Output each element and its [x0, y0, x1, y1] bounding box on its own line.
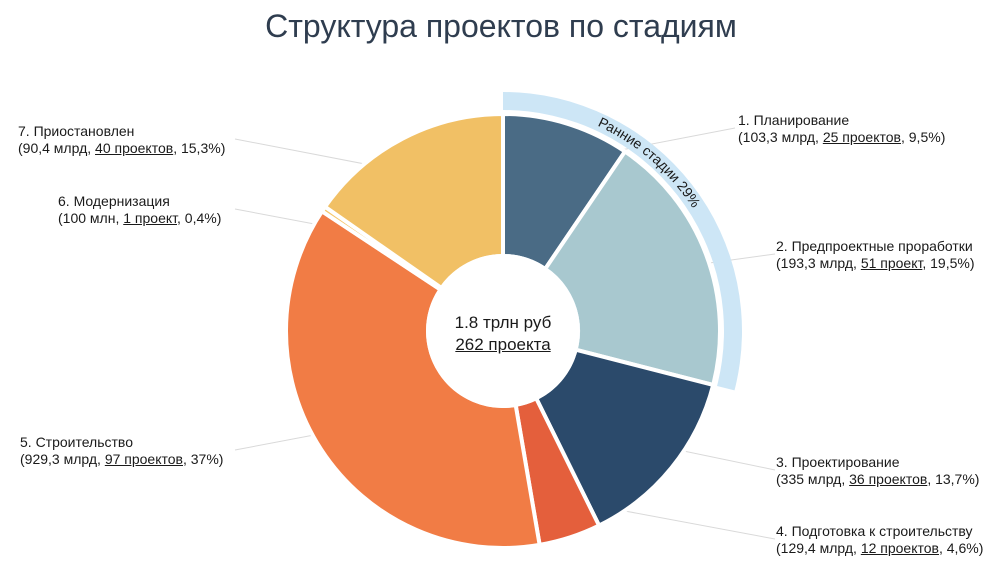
label-share: 9,5% — [908, 129, 941, 145]
label-value: 90,4 млрд — [22, 140, 88, 156]
label-name: 7. Приостановлен — [18, 123, 135, 139]
label-value: 335 млрд — [780, 471, 842, 487]
label-preproject: 2. Предпроектные проработки (193,3 млрд,… — [776, 238, 975, 271]
label-share: 0,4% — [184, 210, 217, 226]
label-name: 5. Строительство — [20, 434, 133, 450]
chart-title: Структура проектов по стадиям — [265, 8, 737, 44]
center-total: 1.8 трлн руб — [454, 313, 552, 332]
donut-center: 1.8 трлн руб 262 проекта — [430, 312, 576, 356]
label-share: 4,6% — [946, 540, 979, 556]
label-name: 3. Проектирование — [776, 454, 900, 470]
projects-link[interactable]: 36 проектов — [849, 471, 928, 487]
projects-link[interactable]: 40 проектов — [95, 140, 174, 156]
label-construction: 5. Строительство (929,3 млрд, 97 проекто… — [20, 434, 224, 467]
label-name: 1. Планирование — [738, 112, 850, 128]
projects-link[interactable]: 97 проектов — [104, 451, 183, 467]
center-projects-link[interactable]: 262 проекта — [455, 335, 551, 354]
label-share: 19,5% — [930, 255, 970, 271]
projects-link[interactable]: 12 проектов — [860, 540, 939, 556]
label-share: 15,3% — [180, 140, 221, 156]
label-modernization: 6. Модернизация (100 млн, 1 проект, 0,4%… — [58, 193, 222, 226]
projects-link[interactable]: 25 проектов — [822, 129, 901, 145]
label-value: 100 млн — [62, 210, 116, 226]
label-suspended: 7. Приостановлен (90,4 млрд, 40 проектов… — [18, 123, 226, 156]
label-name: 6. Модернизация — [58, 193, 170, 209]
label-name: 2. Предпроектные проработки — [776, 238, 973, 254]
label-preparation: 4. Подготовка к строительству (129,4 млр… — [776, 523, 984, 556]
projects-link[interactable]: 1 проект — [123, 210, 177, 226]
label-share: 37% — [190, 451, 219, 467]
label-design: 3. Проектирование (335 млрд, 36 проектов… — [776, 454, 980, 487]
label-value: 929,3 млрд — [24, 451, 98, 467]
label-value: 193,3 млрд — [780, 255, 854, 271]
label-share: 13,7% — [935, 471, 975, 487]
label-planning: 1. Планирование (103,3 млрд, 25 проектов… — [738, 112, 946, 145]
label-value: 103,3 млрд — [742, 129, 816, 145]
donut-hole — [426, 254, 580, 408]
donut-slices — [284, 111, 722, 550]
label-name: 4. Подготовка к строительству — [776, 523, 973, 539]
projects-link[interactable]: 51 проект — [860, 255, 923, 271]
label-value: 129,4 млрд — [780, 540, 854, 556]
